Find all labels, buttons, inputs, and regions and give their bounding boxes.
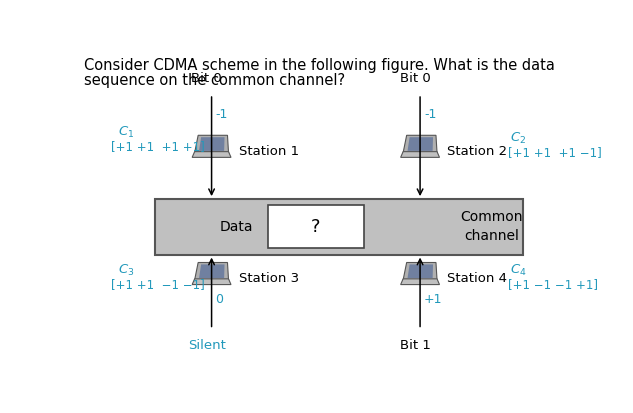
Text: sequence on the common channel?: sequence on the common channel? <box>84 74 345 88</box>
Bar <box>155 199 523 255</box>
Text: [+1 +1  −1 −1]: [+1 +1 −1 −1] <box>111 278 204 292</box>
Text: -1: -1 <box>424 108 436 121</box>
Text: ?: ? <box>311 218 320 236</box>
Text: Station 3: Station 3 <box>239 272 299 285</box>
Polygon shape <box>401 279 439 285</box>
Polygon shape <box>408 137 433 151</box>
Text: Data: Data <box>220 220 253 234</box>
Text: -1: -1 <box>215 108 228 121</box>
Text: Station 4: Station 4 <box>447 272 507 285</box>
Text: [+1 −1 −1 +1]: [+1 −1 −1 +1] <box>508 278 598 292</box>
Polygon shape <box>403 135 437 153</box>
Polygon shape <box>199 264 225 278</box>
Polygon shape <box>403 263 437 280</box>
Text: $C_3$: $C_3$ <box>118 263 134 278</box>
Text: Bit 1: Bit 1 <box>399 339 430 352</box>
Text: Common
channel: Common channel <box>460 210 522 243</box>
Text: $C_1$: $C_1$ <box>118 125 134 140</box>
Polygon shape <box>408 264 433 278</box>
Polygon shape <box>192 152 231 157</box>
Text: [+1 +1  +1 −1]: [+1 +1 +1 −1] <box>508 147 602 159</box>
Text: Consider CDMA scheme in the following figure. What is the data: Consider CDMA scheme in the following fi… <box>84 57 555 73</box>
Text: $C_2$: $C_2$ <box>510 131 526 146</box>
Text: Bit 0: Bit 0 <box>400 71 430 85</box>
Bar <box>268 205 364 248</box>
Text: 0: 0 <box>215 293 223 306</box>
Polygon shape <box>194 263 229 280</box>
Text: $C_4$: $C_4$ <box>510 263 527 278</box>
Polygon shape <box>401 152 439 157</box>
Text: Silent: Silent <box>188 339 225 352</box>
Text: +1: +1 <box>424 293 442 306</box>
Polygon shape <box>192 279 231 285</box>
Polygon shape <box>199 137 225 151</box>
Text: Station 2: Station 2 <box>447 145 507 158</box>
Polygon shape <box>194 135 229 153</box>
Text: [+1 +1  +1 +1]: [+1 +1 +1 +1] <box>111 140 204 153</box>
Text: Bit 0: Bit 0 <box>191 71 222 85</box>
Text: Station 1: Station 1 <box>239 145 299 158</box>
